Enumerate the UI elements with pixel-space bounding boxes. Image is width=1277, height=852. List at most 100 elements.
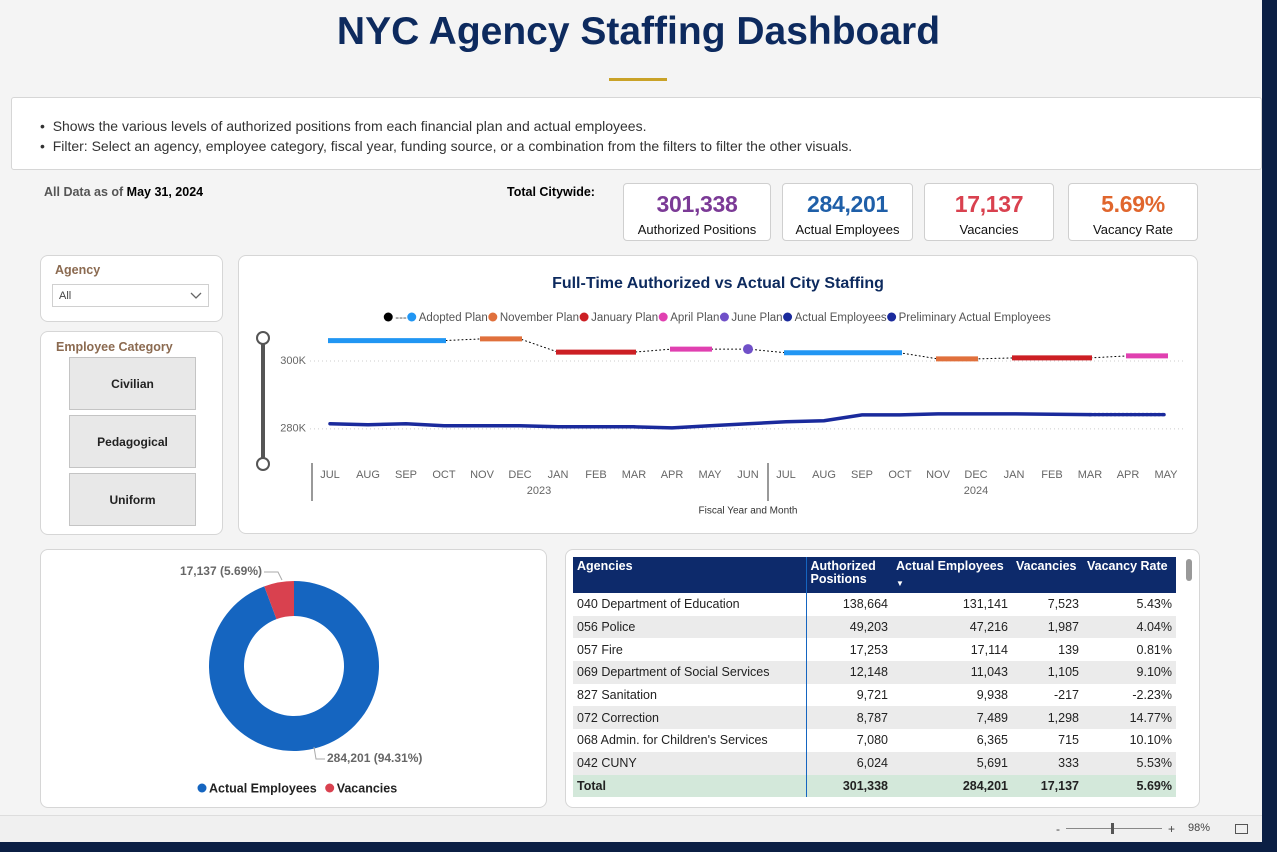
fit-page[interactable] — [1235, 824, 1248, 834]
legend-dot — [783, 312, 793, 322]
as-of: All Data as of May 31, 2024 — [44, 185, 203, 199]
header-row: Agencies Authorized Positions Actual Emplo… — [573, 557, 1176, 593]
column-header[interactable]: Authorized Positions — [806, 557, 892, 593]
category-button[interactable]: Pedagogical — [69, 415, 196, 468]
donut-slice — [209, 581, 380, 751]
slider-handle[interactable] — [256, 331, 270, 345]
note-text: Shows the various levels of authorized p… — [52, 118, 647, 134]
kpi-card: 284,201 Actual Employees — [782, 183, 913, 241]
note-text: Filter: Select an agency, employee categ… — [52, 138, 853, 154]
table-cell: 068 Admin. for Children's Services — [573, 729, 807, 752]
data-label: 284,201 (94.31%) — [327, 751, 422, 765]
zoom-in[interactable]: + — [1168, 822, 1176, 836]
x-tick-label: FEB — [1041, 469, 1062, 481]
table-cell: 138,664 — [842, 597, 888, 612]
table-cell: 17,114 — [970, 642, 1008, 657]
x-tick-label: AUG — [356, 469, 380, 481]
kpi-label: Vacancies — [959, 222, 1019, 237]
total-cell: 17,137 — [1012, 774, 1083, 798]
x-tick-label: MAR — [1078, 469, 1103, 481]
table-card: Agencies Authorized Positions Actual Emplo… — [565, 549, 1200, 808]
x-tick-label: SEP — [395, 469, 417, 481]
table-cell: 072 Correction — [573, 706, 807, 730]
kpi-label: Total Citywide: — [507, 185, 595, 199]
legend-dot — [719, 312, 729, 322]
legend-label: April Plan — [670, 312, 719, 324]
table-cell: 1,105 — [1012, 661, 1083, 684]
filter-label: Employee Category — [56, 340, 173, 354]
table-cell: 131,141 — [962, 597, 1008, 612]
table-cell: 0.81% — [1136, 642, 1172, 657]
total-cell: Total — [573, 774, 807, 798]
zoom-level: 98% — [1188, 822, 1211, 834]
table-cell: 827 Sanitation — [573, 683, 807, 707]
zoom-thumb[interactable] — [1111, 823, 1114, 834]
zoom-out[interactable]: - — [1056, 822, 1060, 836]
category-button[interactable]: Civilian — [69, 357, 196, 410]
table-cell: 47,216 — [892, 615, 1012, 639]
table-cell: 9.10% — [1083, 661, 1176, 684]
table-row: 072 Correction 8,787 7,489 1,298 14.77% — [573, 706, 1176, 730]
kpi-card: 301,338 Authorized Positions — [623, 183, 771, 241]
kpi-label: Actual Employees — [795, 222, 900, 237]
line-chart: Full-Time Authorized vs Actual City Staf… — [256, 275, 1183, 517]
agency-dropdown[interactable]: All — [52, 284, 209, 307]
table-row: 042 CUNY 6,024 5,691 333 5.53% — [573, 751, 1176, 775]
x-tick-label: AUG — [812, 469, 836, 481]
table-cell: 9,721 — [856, 688, 888, 703]
table-cell: 9,938 — [976, 688, 1008, 703]
column-header[interactable]: Actual Employees ▼ — [892, 557, 1012, 593]
x-tick-label: JUL — [320, 469, 340, 481]
table-cell: 11,043 — [892, 661, 1012, 684]
page-title: NYC Agency Staffing Dashboard — [336, 10, 941, 53]
total-cell: 5.69% — [1083, 774, 1176, 798]
table-cell: 7,523 — [1047, 597, 1079, 612]
x-tick-label: JUL — [776, 469, 796, 481]
column-header[interactable]: Vacancies — [1012, 557, 1083, 593]
line-series — [328, 412, 1092, 430]
legend-dot — [488, 312, 498, 322]
category-button[interactable]: Uniform — [69, 473, 196, 526]
y-tick-label: 280K — [280, 423, 306, 435]
table-cell: 056 Police — [573, 615, 807, 639]
table-cell: -217 — [1053, 688, 1079, 703]
kpi-card: 17,137 Vacancies — [924, 183, 1054, 241]
kpi-value: 17,137 — [954, 191, 1024, 217]
table-cell: 5.43% — [1136, 597, 1172, 612]
table-wrap: Agencies Authorized Positions Actual Emplo… — [573, 557, 1177, 798]
donut-slice — [264, 581, 294, 620]
table-cell: 715 — [1058, 733, 1079, 748]
x-tick-label: DEC — [508, 469, 531, 481]
slider-handle[interactable] — [256, 457, 270, 471]
table-row: 068 Admin. for Children's Services 7,080 6… — [573, 729, 1176, 752]
table-cell: 1,987 — [1012, 615, 1083, 639]
table-cell: 139 — [1058, 642, 1079, 657]
legend-label: Adopted Plan — [419, 312, 488, 324]
column-header[interactable]: Vacancy Rate — [1083, 557, 1176, 593]
kpi-value: 301,338 — [656, 191, 738, 217]
legend-dot — [197, 783, 207, 793]
legend-dot — [383, 312, 393, 322]
dropdown-value: All — [59, 290, 72, 302]
filter-label: Agency — [55, 263, 101, 277]
as-of-date: May 31, 2024 — [126, 185, 204, 199]
legend-label: June Plan — [731, 312, 782, 324]
notes-card: • Shows the various levels of authorized… — [11, 97, 1262, 170]
x-tick-label: NOV — [926, 469, 951, 481]
x-tick-label: FEB — [585, 469, 606, 481]
legend-dot — [325, 783, 335, 793]
x-tick-label: MAR — [622, 469, 647, 481]
scrollbar[interactable] — [1186, 559, 1192, 581]
table-cell: 069 Department of Social Services — [573, 661, 807, 684]
kpi-label: Vacancy Rate — [1093, 222, 1173, 237]
table-cell: 12,148 — [806, 661, 892, 684]
table-row: 056 Police 49,203 47,216 1,987 4.04% — [573, 615, 1176, 639]
column-header[interactable]: Agencies — [573, 557, 807, 593]
category-filter: Employee Category Civilian Pedagogical Uni… — [40, 331, 223, 535]
kpi-card: 5.69% Vacancy Rate — [1068, 183, 1198, 241]
as-of-label: All Data as of — [44, 185, 124, 199]
leader-line — [313, 746, 325, 760]
table-cell: 333 — [1012, 751, 1083, 775]
x-tick-label: JAN — [548, 469, 569, 481]
